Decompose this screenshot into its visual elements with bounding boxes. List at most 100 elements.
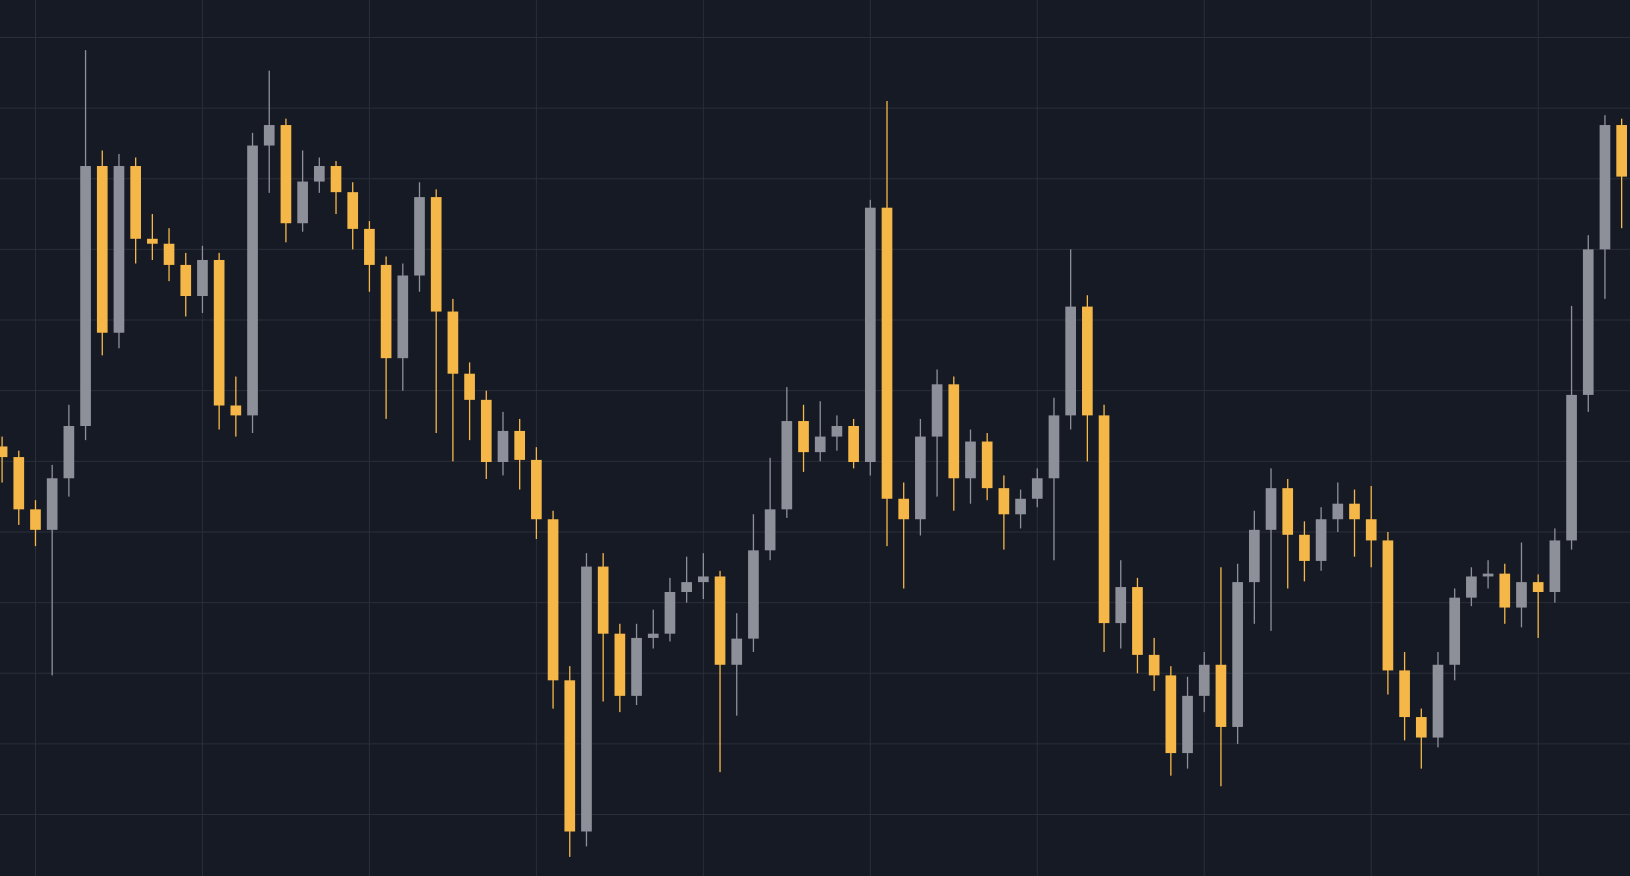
candle-body xyxy=(1382,540,1394,671)
candle-body xyxy=(464,373,475,400)
candle-body xyxy=(113,166,125,333)
candle-body xyxy=(80,166,91,426)
candle-body xyxy=(397,275,409,359)
candle-body xyxy=(130,166,142,239)
candle-body xyxy=(313,166,325,182)
candle-body xyxy=(1482,573,1494,577)
candle-body xyxy=(1282,488,1294,535)
candle-body xyxy=(1048,415,1060,479)
candle-body xyxy=(981,441,993,489)
candle-body xyxy=(814,436,826,453)
candle-body xyxy=(864,207,876,463)
candle-body xyxy=(1549,540,1561,593)
candle-body xyxy=(631,637,642,696)
candle-body xyxy=(1616,125,1627,177)
candle-body xyxy=(30,509,41,530)
candle-body xyxy=(330,166,342,193)
candle-body xyxy=(848,425,859,463)
candle-body xyxy=(1566,394,1577,541)
candle-body xyxy=(1265,488,1277,530)
candle-body xyxy=(380,264,392,359)
candle-body xyxy=(197,259,208,297)
candle-body xyxy=(297,181,308,224)
candle-body xyxy=(1065,306,1077,416)
candle-body xyxy=(1015,498,1026,515)
candle-body xyxy=(1182,695,1193,754)
candle-body xyxy=(1215,664,1227,727)
candle-body xyxy=(647,633,659,638)
candle-body xyxy=(564,680,576,832)
candle-body xyxy=(1365,519,1377,541)
candle-body xyxy=(1332,503,1344,520)
candle-body xyxy=(46,478,58,530)
candle-body xyxy=(597,566,609,634)
candle-body xyxy=(1082,306,1093,416)
candle-body xyxy=(480,399,492,463)
candle-body xyxy=(13,457,25,510)
candle-body xyxy=(931,384,943,437)
candle-body xyxy=(531,459,542,520)
candle-body xyxy=(714,576,726,665)
candle-body xyxy=(881,207,893,499)
candle-body xyxy=(1132,587,1143,655)
candle-body xyxy=(547,519,559,681)
candle-body xyxy=(998,488,1010,515)
candle-body xyxy=(1499,573,1511,608)
candle-body xyxy=(681,582,692,593)
candle-body xyxy=(1315,519,1327,561)
candle-body xyxy=(1148,654,1160,676)
candle-body xyxy=(664,592,676,634)
candle-body xyxy=(748,550,759,639)
candle-body xyxy=(1165,675,1177,754)
candle-body xyxy=(781,421,793,510)
candle-body xyxy=(798,421,809,453)
candle-body xyxy=(1299,534,1310,561)
candle-body xyxy=(697,576,709,583)
candle-body xyxy=(614,633,626,696)
candle-body xyxy=(263,125,275,146)
candle-body xyxy=(514,430,526,460)
candle-body xyxy=(1532,582,1544,593)
candle-body xyxy=(430,197,442,312)
candle-body xyxy=(1516,582,1527,608)
candle-body xyxy=(1582,249,1594,395)
candle-body xyxy=(581,566,592,832)
candle-body xyxy=(230,405,242,416)
candle-body xyxy=(414,197,425,276)
candle-body xyxy=(764,509,776,551)
candle-body xyxy=(364,228,375,265)
candle-body xyxy=(147,238,158,244)
candle-body xyxy=(213,259,225,406)
candle-body xyxy=(1399,670,1410,718)
candle-body xyxy=(1349,503,1360,520)
candle-body xyxy=(497,430,509,463)
candle-body xyxy=(965,441,976,479)
candle-body xyxy=(1248,529,1260,583)
candle-body xyxy=(831,425,843,437)
candle-body xyxy=(1449,597,1461,665)
candle-body xyxy=(63,425,75,479)
candle-body xyxy=(180,264,192,297)
candle-body xyxy=(915,436,926,520)
candle-body xyxy=(247,145,258,416)
candle-body xyxy=(731,638,743,665)
candle-body xyxy=(96,166,108,333)
candle-body xyxy=(163,243,175,265)
candle-body xyxy=(347,192,359,229)
candle-body xyxy=(1031,478,1043,499)
candle-body xyxy=(447,311,459,374)
candle-body xyxy=(280,125,292,224)
candle-body xyxy=(1599,125,1611,250)
candle-body xyxy=(1098,415,1110,624)
candle-body xyxy=(1466,576,1477,598)
candle-body xyxy=(1232,582,1243,727)
candle-body xyxy=(0,446,8,458)
candle-body xyxy=(898,498,910,520)
candle-body xyxy=(948,384,960,479)
candle-body xyxy=(1198,664,1210,696)
candle-body xyxy=(1115,587,1127,624)
candle-body xyxy=(1432,664,1444,738)
candle-body xyxy=(1415,717,1427,738)
